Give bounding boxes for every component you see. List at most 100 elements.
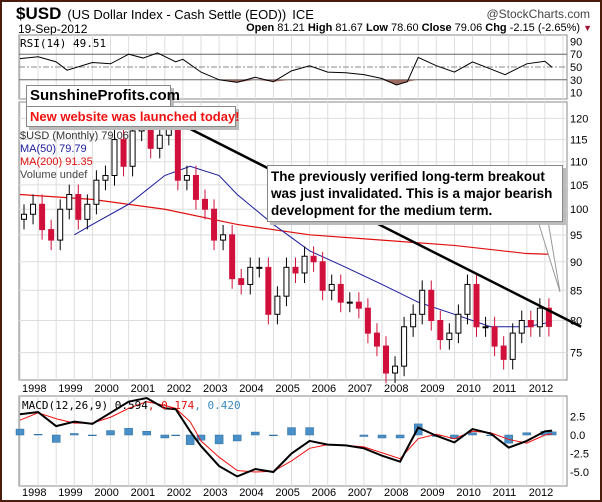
candle	[455, 313, 462, 334]
candle	[482, 326, 489, 329]
candle	[174, 122, 181, 181]
y-tick-label: 115	[570, 135, 588, 147]
x-tick-label: 1999	[58, 383, 82, 395]
x-tick-label: 1998	[22, 383, 46, 395]
macd-histogram-bar	[359, 434, 369, 437]
macd-histogram-bar	[160, 434, 170, 439]
y-tick-label: 100	[570, 204, 588, 216]
x-tick-label: 2004	[239, 487, 263, 499]
title-row: $USD (US Dollar Index - Cash Settle (EOD…	[16, 4, 314, 24]
y-tick-label: 85	[570, 285, 582, 297]
x-tick-label: 2012	[529, 487, 553, 499]
macd-histogram-bar	[395, 434, 405, 439]
macd-histogram-bar	[51, 434, 61, 443]
x-tick-label: 2009	[420, 383, 444, 395]
x-tick-label: 2000	[94, 487, 118, 499]
macd-histogram-bar	[88, 434, 97, 436]
open-value: 81.21	[277, 22, 305, 34]
rsi-tick-label: 50	[570, 62, 582, 74]
candle	[428, 289, 435, 321]
x-tick-label: 2008	[384, 383, 408, 395]
candle	[491, 326, 498, 347]
signal-value: , 0.174	[147, 399, 195, 412]
candle	[84, 203, 91, 220]
open-label: Open	[246, 22, 275, 34]
candle	[39, 203, 46, 231]
macd-histogram-bar	[70, 433, 79, 436]
note-box: The previously verified long-term breako…	[267, 165, 563, 222]
macd-histogram-bar	[232, 434, 242, 442]
ma50-line	[74, 165, 553, 328]
x-tick-label: 2005	[275, 487, 299, 499]
credit[interactable]: @StockCharts.com	[486, 7, 590, 21]
x-tick-label: 2011	[493, 487, 517, 499]
x-tick-label: 2010	[456, 383, 480, 395]
rsi-line	[19, 52, 553, 86]
x-tick-label: 2011	[493, 383, 517, 395]
x-tick-label: 2006	[312, 487, 336, 499]
macd-histogram-bar	[214, 434, 224, 445]
date: 19-Sep-2012	[18, 22, 88, 36]
x-tick-label: 2006	[312, 383, 336, 395]
candle	[156, 134, 163, 149]
candle	[247, 266, 254, 285]
candle	[265, 266, 272, 315]
hist-value: , 0.420	[194, 399, 241, 412]
candle	[518, 319, 525, 334]
candle	[536, 307, 543, 328]
panel-1	[18, 101, 568, 381]
candle	[30, 203, 37, 215]
x-tick-label: 2001	[131, 487, 155, 499]
y-tick-label: 95	[570, 230, 582, 242]
x-tick-label: 2007	[348, 383, 372, 395]
macd-histogram-bar	[522, 432, 532, 436]
x-tick-label: 1999	[58, 487, 82, 499]
x-tick-label: 2005	[275, 383, 299, 395]
candle	[75, 194, 82, 220]
launch-box: New website was launched today!	[26, 106, 240, 127]
candle	[292, 266, 299, 274]
brand-box: SunshineProfits.com	[26, 85, 180, 107]
candle	[301, 255, 308, 274]
candle	[274, 295, 281, 315]
candle	[527, 319, 534, 328]
macd-histogram-bar	[142, 431, 151, 436]
macd-histogram-bar	[287, 427, 296, 436]
candle	[211, 208, 218, 241]
candle	[120, 139, 127, 167]
candle	[220, 234, 227, 241]
candle	[437, 319, 444, 341]
macd-name: MACD(12,26,9)	[22, 399, 109, 412]
down-arrow-icon: ▼	[583, 23, 592, 33]
candle	[66, 194, 73, 210]
candle	[319, 261, 326, 291]
x-tick-label: 2010	[456, 487, 480, 499]
macd-histogram-bar	[251, 431, 260, 436]
candle	[283, 266, 290, 297]
chg-label: Chg	[485, 22, 507, 34]
candle	[500, 345, 507, 360]
legend-volume: Volume undef	[20, 169, 88, 181]
candle	[446, 332, 453, 341]
rsi-label: RSI(14) 49.51	[20, 37, 107, 50]
legend-ma50: MA(50) 79.79	[20, 143, 87, 155]
candle	[229, 234, 236, 280]
macd-histogram-bar	[547, 431, 557, 436]
rsi-tick-label: 70	[570, 49, 582, 61]
candle	[111, 139, 118, 177]
macd-histogram-bar	[269, 434, 278, 436]
macd-value: 0.594	[114, 399, 148, 412]
x-tick-label: 2003	[203, 487, 227, 499]
x-tick-label: 2003	[203, 383, 227, 395]
symbol: $USD	[16, 4, 62, 23]
candle	[509, 332, 516, 360]
candle	[192, 175, 199, 200]
candle	[102, 175, 109, 181]
macd-histogram-bar	[377, 434, 387, 439]
candle	[383, 345, 389, 374]
macd-histogram-bar	[185, 434, 195, 445]
macd-histogram-bar	[171, 434, 180, 436]
candle	[93, 179, 100, 205]
x-tick-label: 2001	[131, 383, 155, 395]
